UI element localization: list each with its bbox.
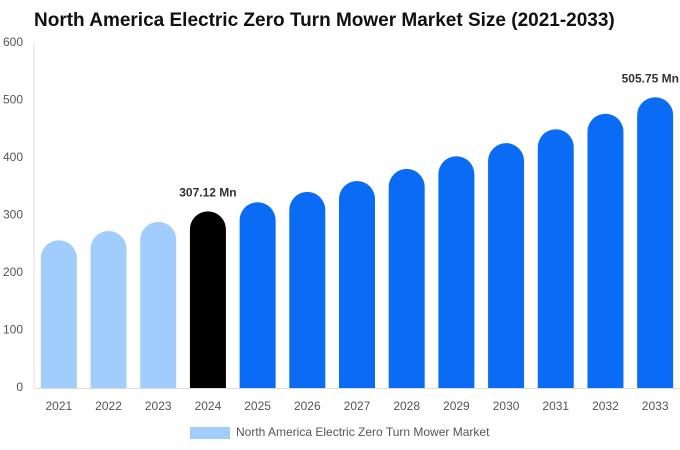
bar bbox=[438, 156, 475, 388]
bar bbox=[587, 113, 624, 388]
x-tick-label: 2021 bbox=[45, 399, 72, 413]
bar bbox=[388, 168, 425, 388]
x-tick-label: 2031 bbox=[542, 399, 569, 413]
x-tick-label: 2026 bbox=[294, 399, 321, 413]
legend-swatch bbox=[190, 427, 230, 439]
x-tick-label: 2025 bbox=[244, 399, 271, 413]
chart-title: North America Electric Zero Turn Mower M… bbox=[34, 10, 615, 31]
y-tick-label: 400 bbox=[3, 150, 23, 164]
bar bbox=[537, 129, 574, 388]
x-tick-label: 2027 bbox=[344, 399, 371, 413]
x-tick-label: 2032 bbox=[592, 399, 619, 413]
x-tick-label: 2022 bbox=[95, 399, 122, 413]
x-tick-label: 2030 bbox=[493, 399, 520, 413]
bar bbox=[637, 97, 674, 388]
y-tick-label: 300 bbox=[3, 208, 23, 222]
x-tick-label: 2028 bbox=[393, 399, 420, 413]
bar bbox=[189, 211, 226, 388]
y-tick-label: 600 bbox=[3, 35, 23, 49]
x-tick-label: 2023 bbox=[145, 399, 172, 413]
data-label: 307.12 Mn bbox=[179, 186, 236, 200]
bar bbox=[40, 240, 77, 388]
x-tick-label: 2033 bbox=[642, 399, 669, 413]
y-tick-label: 0 bbox=[16, 380, 23, 394]
bar bbox=[140, 221, 177, 388]
y-tick-label: 200 bbox=[3, 265, 23, 279]
y-tick-label: 500 bbox=[3, 93, 23, 107]
x-tick-label: 2029 bbox=[443, 399, 470, 413]
bar bbox=[239, 202, 276, 388]
bar bbox=[488, 143, 525, 388]
legend-label: North America Electric Zero Turn Mower M… bbox=[236, 425, 490, 439]
data-label: 505.75 Mn bbox=[622, 71, 679, 85]
bar bbox=[339, 181, 375, 388]
x-tick-label: 2024 bbox=[195, 399, 222, 413]
y-tick-label: 100 bbox=[3, 323, 23, 337]
bar bbox=[289, 191, 326, 388]
bar bbox=[90, 231, 127, 388]
